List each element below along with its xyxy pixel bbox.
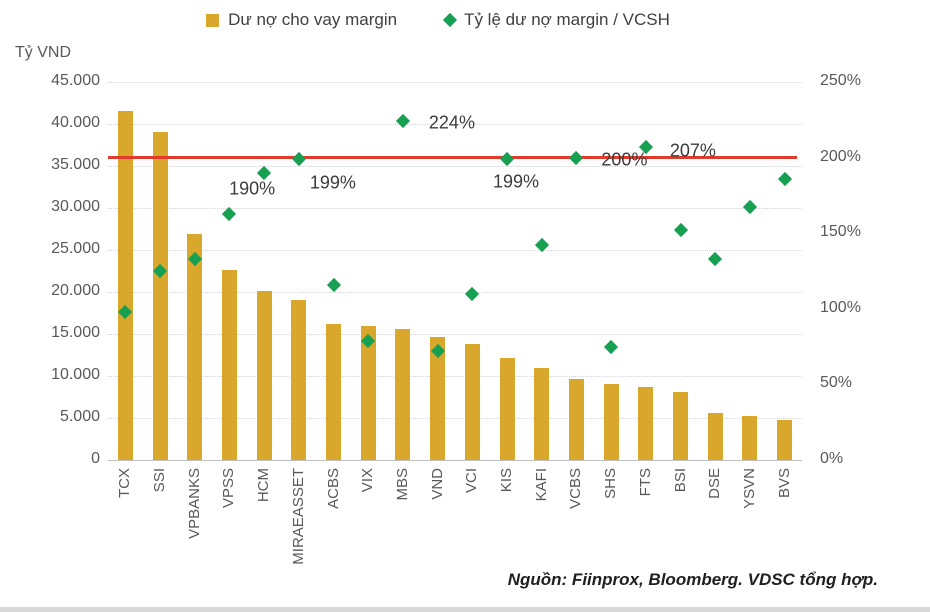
gridline — [108, 376, 802, 377]
gridline — [108, 250, 802, 251]
ratio-point-MBS — [395, 114, 411, 129]
x-label-KAFI: KAFI — [532, 468, 550, 502]
bar-ACBS — [326, 323, 342, 460]
gridline — [108, 82, 802, 83]
bar-HCM — [256, 291, 272, 460]
left-axis-tick: 10.000 — [51, 366, 100, 383]
point-label-HCM: 190% — [229, 178, 276, 199]
x-label-SSI: SSI — [151, 468, 169, 493]
bar-VPBANKS — [187, 234, 203, 460]
x-label-KIS: KIS — [498, 468, 516, 493]
gridline — [108, 208, 802, 209]
gridline — [108, 292, 802, 293]
x-label-HCM: HCM — [255, 468, 273, 503]
left-axis-tick: 30.000 — [51, 198, 100, 215]
bar-FTS — [638, 386, 654, 460]
x-label-VND: VND — [428, 468, 446, 500]
bar-VND — [430, 336, 446, 460]
bar-SHS — [603, 384, 619, 460]
x-label-ACBS: ACBS — [324, 468, 342, 509]
ratio-point-VCBS — [569, 150, 584, 165]
ratio-point-SHS — [604, 339, 619, 354]
x-label-BVS: BVS — [775, 468, 793, 499]
x-label-YSVN: YSVN — [740, 468, 758, 509]
left-axis-tick: 40.000 — [51, 114, 100, 131]
x-label-BSI: BSI — [671, 468, 689, 493]
bar-MBS — [395, 328, 411, 460]
x-label-FTS: FTS — [636, 468, 654, 497]
right-axis-tick: 250% — [820, 72, 861, 89]
right-axis-tick: 150% — [820, 223, 861, 241]
left-axis-tick: 0 — [91, 450, 100, 467]
point-label-MIRAEASSET: 199% — [309, 172, 356, 193]
ratio-point-YSVN — [742, 200, 758, 215]
bar-BSI — [673, 391, 689, 460]
legend-item-ratio: Tỷ lệ dư nợ margin / VCSH — [443, 10, 670, 30]
bar-VCI — [464, 344, 480, 460]
legend-item-bars: Dư nợ cho vay margin — [206, 10, 397, 30]
x-label-VPSS: VPSS — [220, 468, 238, 509]
ratio-point-ACBS — [326, 277, 341, 292]
x-label-VCI: VCI — [463, 468, 481, 494]
right-axis-tick: 0% — [820, 450, 844, 467]
left-axis-tick: 15.000 — [51, 324, 100, 341]
right-axis-tick: 100% — [820, 298, 861, 316]
gridline — [108, 418, 802, 419]
bar-series-swatch-icon — [206, 13, 220, 27]
left-axis-tick: 5.000 — [59, 408, 100, 425]
point-label-VCBS: 200% — [601, 149, 648, 170]
ratio-point-BSI — [673, 223, 688, 238]
ratio-point-BVS — [777, 171, 792, 186]
point-label-MBS: 224% — [428, 112, 475, 133]
gridline — [108, 124, 802, 125]
reference-line-200pct — [108, 156, 797, 160]
bar-BVS — [777, 419, 793, 460]
bar-SSI — [152, 131, 168, 460]
left-axis-tick: 20.000 — [51, 282, 100, 299]
x-label-VCBS: VCBS — [567, 468, 585, 509]
gridline — [108, 166, 802, 167]
x-label-VIX: VIX — [359, 468, 377, 493]
bar-VPSS — [221, 270, 237, 460]
bar-VIX — [360, 325, 376, 460]
bar-VCBS — [568, 379, 584, 460]
bar-MIRAEASSET — [291, 300, 307, 460]
bottom-edge-strip — [0, 607, 930, 612]
x-label-VPBANKS: VPBANKS — [185, 468, 203, 539]
x-label-MIRAEASSET: MIRAEASSET — [289, 468, 307, 565]
ratio-point-DSE — [708, 251, 723, 266]
point-label-FTS: 207% — [669, 140, 716, 161]
x-label-DSE: DSE — [706, 468, 724, 499]
ratio-point-VCI — [465, 286, 480, 301]
left-axis-tick: 35.000 — [51, 156, 100, 173]
legend-label: Dư nợ cho vay margin — [228, 10, 398, 29]
chart-legend: Dư nợ cho vay margin Tỷ lệ dư nợ margin /… — [0, 10, 903, 30]
right-axis-tick: 50% — [820, 374, 853, 392]
left-axis-title: Tỷ VND — [15, 44, 71, 61]
x-axis-line — [108, 460, 802, 461]
legend-label: Tỷ lệ dư nợ margin / VCSH — [464, 10, 670, 29]
bar-KAFI — [534, 368, 550, 460]
bar-YSVN — [742, 416, 758, 460]
source-note: Nguồn: Fiinprox, Bloomberg. VDSC tổng hợ… — [507, 570, 878, 589]
x-label-SHS: SHS — [602, 468, 620, 499]
ratio-point-KIS — [499, 152, 515, 167]
left-axis-tick: 45.000 — [51, 72, 100, 89]
ratio-point-MIRAEASSET — [291, 152, 306, 167]
bar-DSE — [707, 412, 723, 460]
bar-TCX — [117, 110, 133, 460]
point-label-KIS: 199% — [493, 171, 540, 192]
right-axis-tick: 200% — [820, 147, 861, 165]
gridline — [108, 334, 802, 335]
x-label-TCX: TCX — [116, 468, 134, 498]
left-axis-tick: 25.000 — [51, 240, 100, 257]
bar-KIS — [499, 358, 515, 460]
x-label-MBS: MBS — [393, 468, 411, 501]
